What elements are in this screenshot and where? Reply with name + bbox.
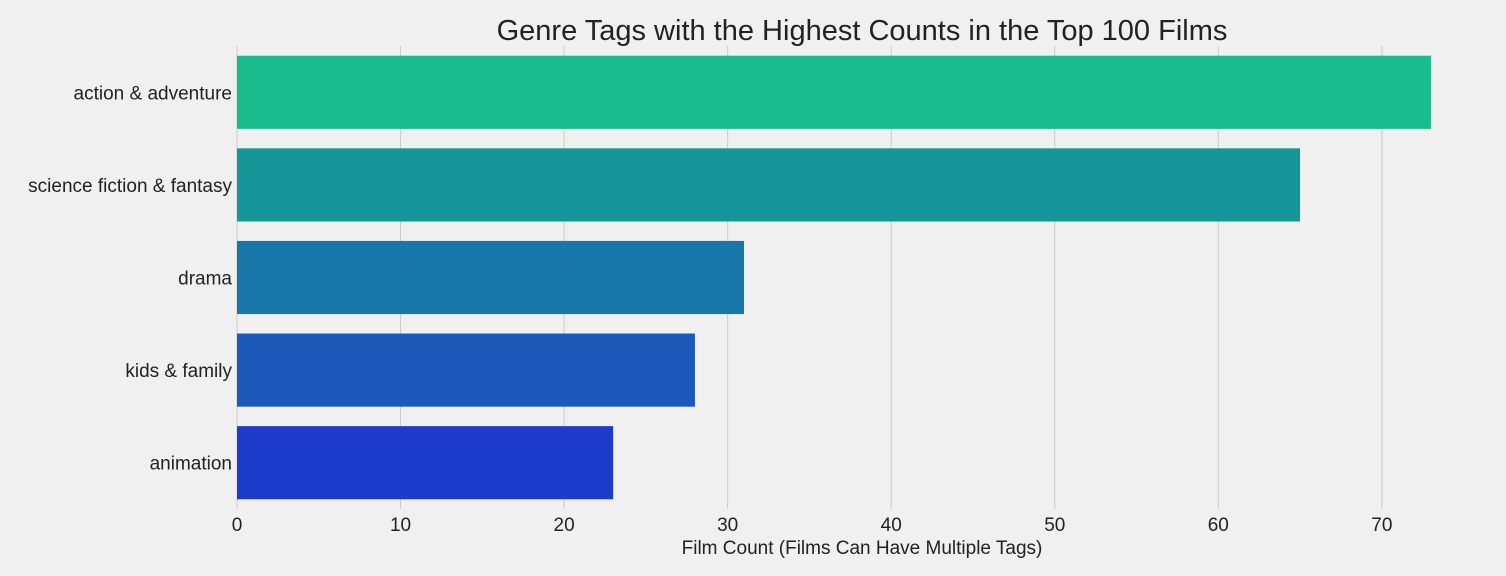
y-tick-label: drama [178,269,232,290]
bars [237,55,1431,500]
y-tick-label: kids & family [125,361,232,382]
x-tick-label: 40 [881,515,902,536]
bar [237,426,614,500]
x-tick-label: 30 [717,515,738,536]
y-tick-label: animation [150,454,232,475]
x-tick-label: 50 [1044,515,1065,536]
chart-title: Genre Tags with the Highest Counts in th… [497,15,1228,47]
x-tick-label: 0 [232,515,243,536]
bar [237,333,695,407]
bar [237,148,1301,222]
x-tick-labels: 0 10 20 30 40 50 60 70 [232,515,1393,536]
bar [237,55,1431,129]
x-axis-label: Film Count (Films Can Have Multiple Tags… [682,538,1043,559]
x-tick-label: 20 [554,515,575,536]
y-tick-labels: action & adventure science fiction & fant… [28,83,232,474]
x-tick-label: 60 [1208,515,1229,536]
bar [237,240,745,315]
y-tick-label: science fiction & fantasy [28,176,232,197]
x-tick-label: 10 [390,515,411,536]
x-tick-label: 70 [1371,515,1392,536]
y-tick-label: action & adventure [74,83,232,104]
